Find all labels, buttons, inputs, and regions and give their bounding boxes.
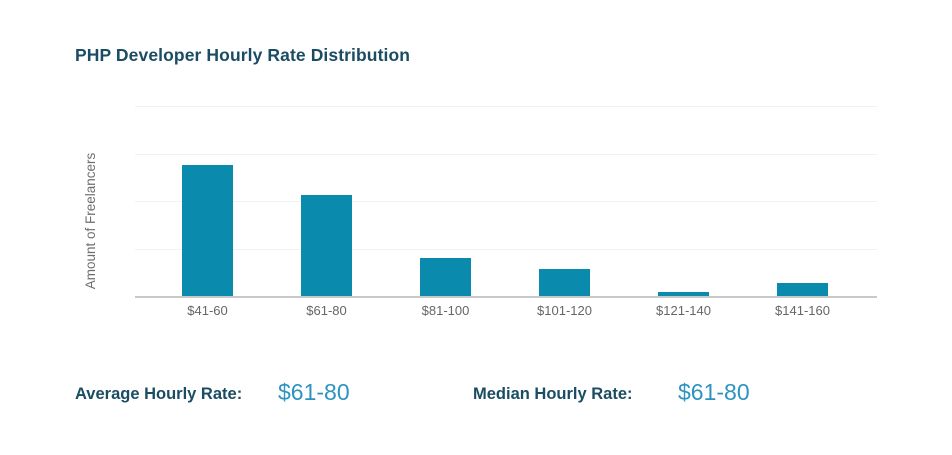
bar: [777, 282, 828, 296]
y-axis-label: Amount of Freelancers: [83, 152, 98, 290]
bar: [658, 292, 709, 296]
x-tick-label: $41-60: [187, 303, 228, 318]
gridline: [135, 248, 877, 250]
average-rate-label: Average Hourly Rate:: [75, 385, 243, 403]
median-rate-label: Median Hourly Rate:: [473, 385, 633, 403]
bar: [182, 164, 233, 296]
x-tick-label: $141-160: [775, 303, 830, 318]
x-tick-label: $61-80: [306, 303, 347, 318]
chart-title: PHP Developer Hourly Rate Distribution: [75, 45, 411, 65]
bar: [420, 258, 471, 296]
x-tick-label: $121-140: [656, 303, 711, 318]
gridline: [135, 201, 877, 202]
median-rate-value: $61-80: [678, 379, 750, 405]
plot-area: [135, 106, 877, 298]
average-rate-value: $61-80: [278, 379, 350, 405]
x-tick-label: $101-120: [537, 303, 592, 318]
x-axis-labels: $41-60 $61-80 $81-100 $101-120 $121-140 $141-…: [135, 303, 877, 321]
bar: [301, 195, 352, 296]
bar: [539, 269, 590, 296]
x-tick-label: $81-100: [421, 303, 470, 318]
gridline: [135, 106, 877, 107]
gridline: [135, 153, 877, 155]
